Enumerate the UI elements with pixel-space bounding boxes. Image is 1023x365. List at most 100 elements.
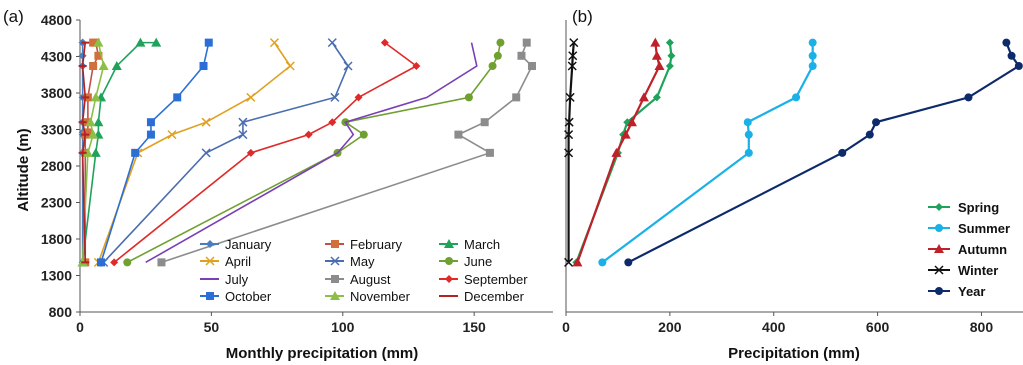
panel-b: (b) Precipitation (mm) 0 200 400 600 800 Spr…: [562, 7, 1023, 362]
a-y-tick-label: 1300: [41, 268, 72, 284]
a-point-march: [90, 147, 101, 157]
a-point-may: [238, 117, 248, 127]
b-line-winter: [567, 42, 575, 263]
a-point-october: [199, 61, 208, 70]
a-point-february: [89, 61, 98, 70]
b-series-autumn: [572, 37, 665, 267]
b-series-summer: [598, 38, 817, 267]
a-legend-marker: [205, 256, 215, 266]
a-legend-label: April: [225, 254, 251, 269]
a-point-february: [83, 128, 92, 137]
a-point-november: [82, 147, 93, 157]
a-y-tick-label: 2300: [41, 195, 72, 211]
b-legend-label: Summer: [958, 221, 1010, 236]
b-point-winter: [564, 117, 574, 127]
b-legend-label: Year: [958, 284, 985, 299]
a-legend-item-july: July: [200, 272, 249, 287]
a-legend-label: March: [464, 237, 500, 252]
b-point-year: [1007, 51, 1016, 60]
b-legend-item-winter: Winter: [928, 263, 998, 278]
b-point-summer: [744, 148, 753, 157]
a-point-november: [85, 117, 96, 127]
a-line-september: [113, 41, 418, 263]
a-point-april: [285, 61, 295, 71]
panel-a: (a) Altitude (m) Monthly precipitation (…: [3, 7, 553, 362]
b-point-year: [624, 258, 633, 267]
a-series-august: [157, 38, 536, 267]
a-point-october: [173, 93, 182, 102]
b-point-year: [872, 118, 881, 127]
panel-a-ylabel: Altitude (m): [15, 128, 32, 211]
a-point-february: [94, 51, 103, 60]
a-point-august: [527, 61, 536, 70]
a-x-tick-label: 0: [76, 319, 84, 335]
b-x-tick-label: 200: [658, 319, 682, 335]
a-point-april: [167, 130, 177, 140]
b-point-summer: [598, 258, 607, 267]
a-series-march: [77, 37, 162, 267]
b-point-winter: [567, 61, 577, 71]
a-legend-item-january: January: [200, 237, 272, 252]
b-point-summer: [808, 61, 817, 70]
a-legend-item-august: August: [325, 272, 391, 287]
a-point-september: [354, 93, 363, 102]
a-series-july: [145, 42, 478, 264]
a-point-august: [512, 93, 521, 102]
a-legend-item-june: June: [439, 254, 492, 269]
b-point-summer: [808, 51, 817, 60]
a-legend-marker: [444, 239, 454, 248]
b-point-spring: [665, 61, 674, 70]
b-point-summer: [808, 38, 817, 47]
a-line-june: [126, 42, 502, 264]
b-point-autumn: [626, 117, 637, 127]
b-point-year: [1014, 61, 1023, 70]
b-point-autumn: [650, 37, 661, 47]
a-point-november: [90, 92, 101, 102]
a-legend-label: January: [225, 237, 272, 252]
b-point-summer: [743, 118, 752, 127]
a-series-december: [78, 41, 90, 264]
a-legend-marker: [206, 292, 214, 300]
b-point-winter: [569, 38, 579, 48]
a-point-march: [93, 117, 104, 127]
b-series-winter: [564, 38, 579, 267]
b-x-tick-label: 600: [866, 319, 890, 335]
a-y-tick-label: 2800: [41, 158, 72, 174]
b-series-year: [624, 38, 1023, 267]
a-line-may: [103, 42, 349, 263]
a-y-tick-label: 4300: [41, 49, 72, 65]
panel-b-axes: 0 200 400 600 800: [562, 20, 1023, 335]
b-point-autumn: [651, 50, 662, 60]
a-point-may: [201, 148, 211, 158]
a-x-tick-label: 150: [462, 319, 486, 335]
a-point-february: [89, 38, 98, 47]
a-point-august: [157, 258, 166, 267]
a-legend-item-october: October: [200, 289, 272, 304]
a-point-august: [485, 148, 494, 157]
a-point-august: [522, 38, 531, 47]
a-legend-marker: [206, 240, 214, 248]
b-point-winter: [564, 130, 574, 140]
a-line-february: [84, 41, 100, 263]
b-legend-label: Spring: [958, 200, 999, 215]
panel-b-label: (b): [572, 7, 593, 26]
b-legend-item-summer: Summer: [928, 221, 1010, 236]
panel-a-axes: 0 50 100 150 800 1300 1800 2300 2800 3300 3800 4300…: [41, 12, 553, 335]
a-x-tick-label: 50: [204, 319, 220, 335]
panel-b-legend: Spring Summer Autumn Winter Year: [928, 200, 1010, 299]
b-point-year: [838, 148, 847, 157]
a-legend-marker: [331, 240, 339, 248]
a-point-march: [111, 60, 122, 70]
a-x-tick-label: 100: [331, 319, 355, 335]
a-legend-item-february: February: [325, 237, 403, 252]
panel-b-series: [564, 37, 1023, 267]
b-legend-marker: [935, 287, 943, 295]
b-point-autumn: [572, 257, 583, 267]
a-series-june: [123, 38, 505, 267]
panel-a-xlabel: Monthly precipitation (mm): [226, 345, 419, 362]
a-point-may: [327, 38, 337, 48]
b-point-winter: [564, 148, 574, 158]
a-line-august: [161, 42, 533, 264]
a-point-september: [246, 148, 255, 157]
